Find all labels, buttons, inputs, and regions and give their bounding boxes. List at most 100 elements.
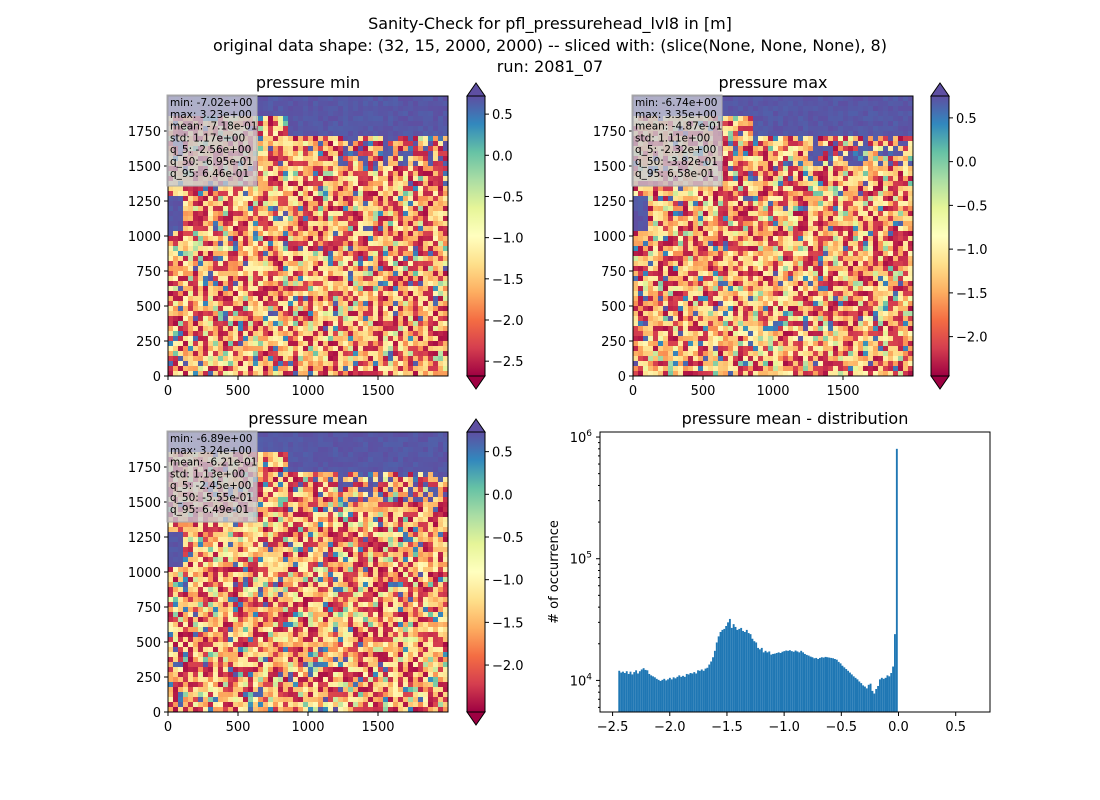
heatmap-cell: [288, 236, 294, 242]
heatmap-cell: [768, 196, 774, 202]
heatmap-cell: [858, 231, 864, 237]
heatmap-cell: [368, 366, 374, 372]
heatmap-cell: [303, 326, 309, 332]
heatmap-cell: [358, 126, 364, 132]
heatmap-cell: [398, 286, 404, 292]
heatmap-cell: [223, 366, 229, 372]
heatmap-cell: [368, 96, 374, 102]
heatmap-cell: [278, 331, 284, 337]
heatmap-cell: [688, 216, 694, 222]
heatmap-cell: [873, 166, 879, 172]
heatmap-cell: [333, 236, 339, 242]
heatmap-cell: [348, 351, 354, 357]
heatmap-cell: [423, 241, 429, 247]
heatmap-cell: [713, 216, 719, 222]
heatmap-cell: [638, 211, 644, 217]
heatmap-cell: [888, 186, 894, 192]
heatmap-cell: [723, 171, 729, 177]
heatmap-cell: [388, 226, 394, 232]
heatmap-cell: [733, 241, 739, 247]
heatmap-cell: [213, 286, 219, 292]
heatmap-cell: [373, 311, 379, 317]
heatmap-cell: [403, 216, 409, 222]
heatmap-cell: [433, 341, 439, 347]
heatmap-cell: [858, 111, 864, 117]
heatmap-cell: [733, 116, 739, 122]
heatmap-cell: [253, 201, 259, 207]
heatmap-cell: [253, 316, 259, 322]
heatmap-cell: [313, 116, 319, 122]
heatmap-cell: [758, 196, 764, 202]
heatmap-cell: [363, 101, 369, 107]
heatmap-cell: [303, 116, 309, 122]
heatmap-cell: [383, 181, 389, 187]
heatmap-cell: [863, 181, 869, 187]
heatmap-cell: [358, 211, 364, 217]
heatmap-cell: [338, 356, 344, 362]
heatmap-cell: [868, 121, 874, 127]
heatmap-cell: [693, 236, 699, 242]
heatmap-cell: [853, 221, 859, 227]
heatmap-cell: [283, 186, 289, 192]
heatmap-cell: [838, 141, 844, 147]
heatmap-cell: [208, 226, 214, 232]
heatmap-cell: [183, 271, 189, 277]
heatmap-cell: [308, 301, 314, 307]
heatmap-cell: [358, 191, 364, 197]
heatmap-cell: [813, 116, 819, 122]
stats-line: q_50: -6.95e-01: [170, 156, 253, 168]
heatmap-cell: [328, 116, 334, 122]
heatmap-cell: [788, 181, 794, 187]
heatmap-cell: [348, 241, 354, 247]
heatmap-cell: [333, 116, 339, 122]
heatmap-cell: [293, 291, 299, 297]
heatmap-cell: [403, 251, 409, 257]
heatmap-cell: [323, 141, 329, 147]
heatmap-cell: [348, 161, 354, 167]
heatmap-cell: [373, 106, 379, 112]
heatmap-cell: [173, 366, 179, 372]
heatmap-cell: [443, 221, 449, 227]
heatmap-cell: [758, 96, 764, 102]
heatmap-cell: [288, 181, 294, 187]
heatmap-cell: [268, 231, 274, 237]
heatmap-cell: [293, 156, 299, 162]
heatmap-cell: [213, 281, 219, 287]
heatmap-cell: [373, 351, 379, 357]
heatmap-cell: [798, 106, 804, 112]
heatmap-cell: [328, 331, 334, 337]
heatmap-cell: [383, 226, 389, 232]
heatmap-cell: [223, 291, 229, 297]
heatmap-cell: [808, 156, 814, 162]
heatmap-cell: [828, 151, 834, 157]
heatmap-cell: [438, 126, 444, 132]
y-tick-label: 500: [136, 300, 161, 315]
heatmap-cell: [273, 236, 279, 242]
heatmap-cell: [438, 121, 444, 127]
heatmap-cell: [373, 346, 379, 352]
heatmap-cell: [258, 106, 264, 112]
heatmap-cell: [878, 211, 884, 217]
heatmap-cell: [433, 201, 439, 207]
heatmap-cell: [443, 231, 449, 237]
heatmap-cell: [323, 191, 329, 197]
heatmap-cell: [188, 226, 194, 232]
heatmap-cell: [438, 206, 444, 212]
heatmap-cell: [348, 366, 354, 372]
heatmap-cell: [213, 366, 219, 372]
heatmap-cell: [833, 161, 839, 167]
heatmap-cell: [853, 176, 859, 182]
heatmap-cell: [888, 166, 894, 172]
heatmap-cell: [878, 136, 884, 142]
heatmap-cell: [413, 261, 419, 267]
heatmap-cell: [378, 101, 384, 107]
heatmap-cell: [208, 266, 214, 272]
heatmap-cell: [298, 96, 304, 102]
heatmap-cell: [823, 116, 829, 122]
heatmap-cell: [428, 306, 434, 312]
heatmap-cell: [818, 211, 824, 217]
heatmap-cell: [313, 161, 319, 167]
heatmap-cell: [433, 276, 439, 282]
heatmap-cell: [198, 261, 204, 267]
heatmap-cell: [433, 296, 439, 302]
